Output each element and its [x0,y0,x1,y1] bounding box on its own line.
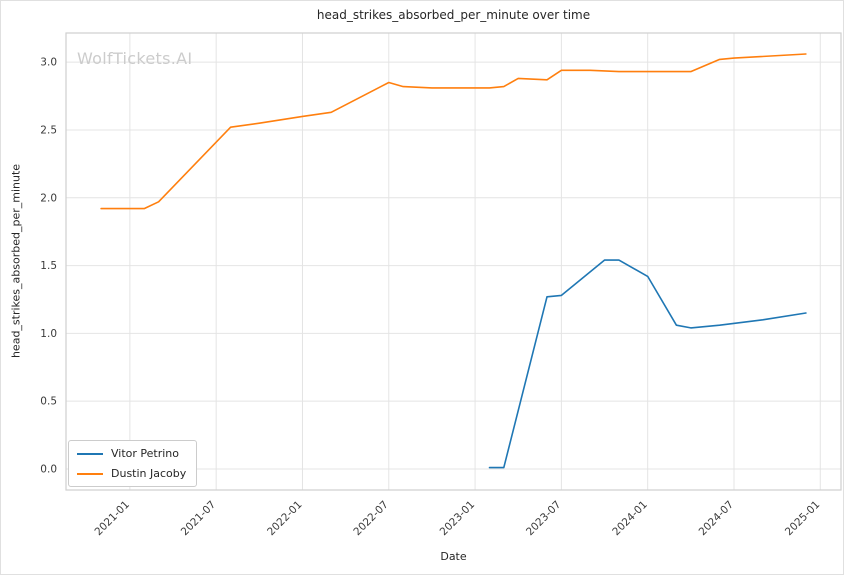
x-tick-label: 2024-07 [697,499,737,539]
y-tick-label: 1.0 [40,328,57,340]
y-tick-label: 0.0 [40,463,57,475]
y-tick-label: 0.5 [40,396,57,408]
y-axis-label: head_strikes_absorbed_per_minute [9,163,23,359]
watermark: WolfTickets.AI [77,49,193,68]
y-tick-label: 2.0 [40,192,57,204]
y-tick-label: 2.5 [40,124,57,136]
x-tick-label: 2021-01 [92,499,132,539]
y-tick-label: 3.0 [40,57,57,69]
legend-item: Dustin Jacoby [77,467,186,480]
series-line [100,53,807,210]
x-tick-label: 2023-07 [524,499,564,539]
legend-label: Vitor Petrino [111,447,180,460]
x-axis-label: Date [440,550,467,563]
chart-title: head_strikes_absorbed_per_minute over ti… [316,8,591,22]
legend-line-swatch [77,472,103,475]
x-tick-label: 2022-01 [265,499,305,539]
legend-label: Dustin Jacoby [111,467,187,480]
x-tick-label: 2024-01 [610,499,650,539]
plot-border [65,32,842,491]
x-tick-label: 2023-01 [438,499,478,539]
y-tick-label: 1.5 [40,260,57,272]
legend-item: Vitor Petrino [77,447,186,460]
series-line [488,259,807,469]
x-tick-label: 2021-07 [179,499,219,539]
legend: Vitor Petrino Dustin Jacoby [68,440,198,487]
x-tick-label: 2025-01 [783,499,823,539]
x-tick-label: 2022-07 [351,499,391,539]
legend-line-swatch [77,452,103,455]
